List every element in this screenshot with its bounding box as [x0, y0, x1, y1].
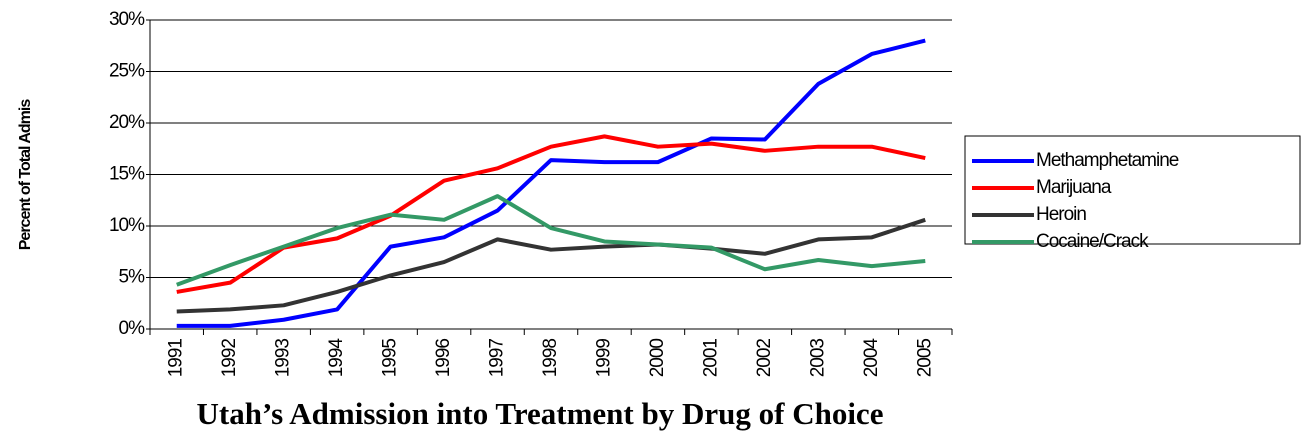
x-tick-label: 2003 [807, 339, 828, 378]
x-tick-label: 1997 [487, 339, 508, 378]
y-tick-label: 0% [119, 318, 146, 339]
x-tick-label: 2005 [914, 339, 935, 378]
y-tick-label: 25% [109, 61, 145, 82]
x-tick-label: 2000 [647, 339, 668, 378]
x-tick-label: 1993 [273, 339, 294, 378]
x-tick-label: 1998 [540, 339, 561, 378]
x-tick-label: 1994 [326, 338, 347, 378]
chart-title: Utah’s Admission into Treatment by Drug … [197, 396, 884, 431]
y-tick-label: 5% [119, 267, 146, 288]
y-tick-label: 20% [109, 112, 145, 133]
x-tick-label: 1991 [166, 339, 187, 378]
line-series [176, 217, 926, 314]
y-axis-label: Percent of Total Admis [17, 99, 34, 251]
y-tick-label: 10% [109, 215, 145, 236]
x-tick-label: 1995 [380, 339, 401, 378]
legend-label: Heroin [1036, 204, 1086, 225]
x-tick-label: 2001 [700, 339, 721, 378]
x-tick-label: 2002 [754, 339, 775, 378]
x-tick-label: 1992 [219, 339, 240, 378]
legend-label: Marijuana [1036, 177, 1112, 198]
legend-label: Cocaine/Crack [1036, 231, 1149, 252]
x-tick-label: 1996 [433, 339, 454, 378]
x-tick-label: 2004 [861, 338, 882, 378]
x-tick-label: 1999 [593, 339, 614, 378]
line-series [176, 38, 926, 328]
y-tick-label: 15% [109, 164, 145, 185]
y-tick-label: 30% [109, 9, 145, 30]
line-series [176, 134, 926, 294]
line-series [176, 194, 926, 287]
legend-label: Methamphetamine [1036, 150, 1179, 171]
